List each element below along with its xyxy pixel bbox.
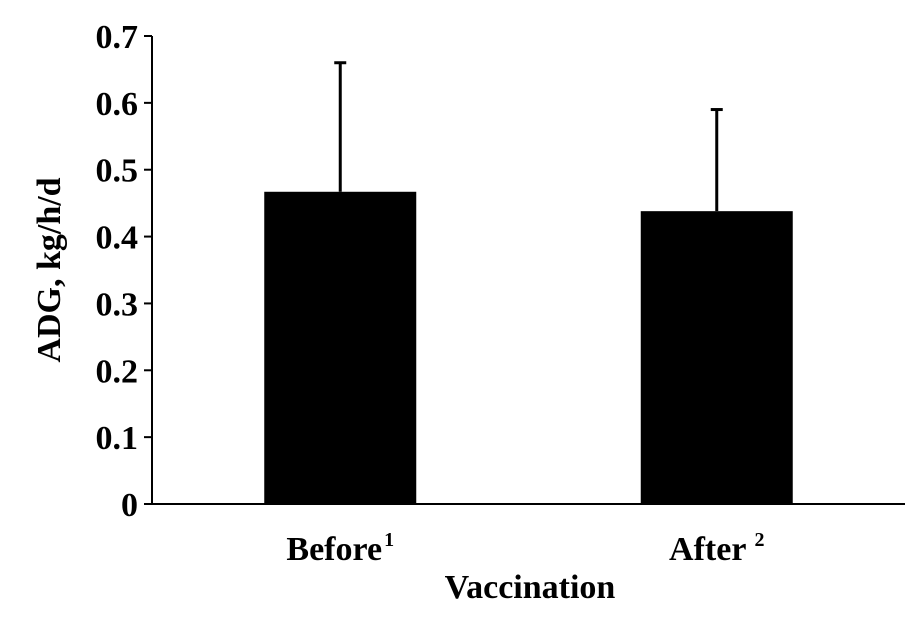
category-name: Before xyxy=(286,531,382,568)
bar-after xyxy=(640,211,793,504)
category-superscript: 1 xyxy=(384,529,394,551)
category-superscript: 2 xyxy=(754,529,764,551)
x-tick-label-after: After 2 xyxy=(669,529,764,568)
y-tick-label: 0.4 xyxy=(96,220,139,257)
y-tick-label: 0.3 xyxy=(96,286,139,323)
x-tick-label-before: Before 1 xyxy=(286,529,394,568)
y-tick-label: 0.1 xyxy=(96,420,139,457)
y-tick-label: 0.2 xyxy=(96,353,139,390)
bars xyxy=(264,191,793,504)
y-tick-label: 0.5 xyxy=(96,153,139,190)
y-tick-label: 0 xyxy=(121,487,138,524)
x-axis-labels: Before 1 After 2 xyxy=(286,529,764,568)
category-name: After xyxy=(669,531,746,568)
y-axis-title: ADG, kg/h/d xyxy=(31,177,68,362)
y-tick-label: 0.7 xyxy=(96,19,139,56)
y-tick-label: 0.6 xyxy=(96,86,139,123)
bar-before xyxy=(264,191,417,504)
error-bars xyxy=(334,61,723,212)
x-axis-title: Vaccination xyxy=(445,569,616,606)
y-axis-ticks: 0 0.1 0.2 0.3 0.4 0.5 0.6 0.7 xyxy=(96,19,152,524)
